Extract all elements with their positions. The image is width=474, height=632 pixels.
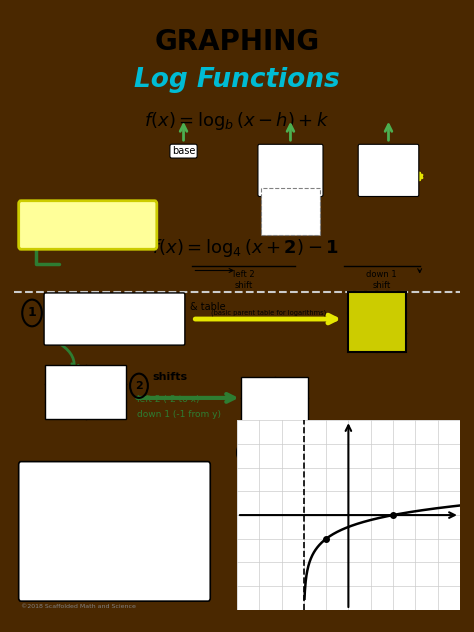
- Text: -1: -1: [253, 403, 264, 413]
- Text: X: X: [358, 295, 368, 307]
- Text: Y: Y: [288, 382, 296, 392]
- Text: $f(x) = \log_4(x)$: $f(x) = \log_4(x)$: [73, 310, 155, 327]
- Text: plot &
sketch: plot & sketch: [259, 480, 300, 501]
- Text: logs have vertical asymptotes: logs have vertical asymptotes: [26, 532, 203, 542]
- Text: remindersṛṛ...: remindersṛṛ...: [32, 468, 128, 482]
- Text: x shifts opposite: x shifts opposite: [65, 501, 164, 511]
- FancyBboxPatch shape: [348, 292, 406, 353]
- Text: vertical: vertical: [276, 204, 305, 213]
- Text: (drop shifts for now): (drop shifts for now): [75, 327, 154, 336]
- Text: 2: 2: [135, 380, 143, 391]
- Text: shift: shift: [282, 161, 299, 170]
- Text: & table: & table: [190, 302, 226, 312]
- Text: shift: shift: [380, 161, 397, 170]
- Text: horizontal: horizontal: [271, 146, 310, 155]
- Text: X: X: [61, 369, 70, 379]
- Text: x = -h: x = -h: [279, 188, 302, 198]
- Text: GRAPHING: GRAPHING: [155, 28, 319, 56]
- Text: $f(x) = \log_4(x + \mathbf{2}) - \mathbf{1}$: $f(x) = \log_4(x + \mathbf{2}) - \mathbf…: [153, 237, 339, 259]
- FancyBboxPatch shape: [358, 144, 419, 197]
- Text: left 2: left 2: [233, 270, 255, 279]
- Text: Y: Y: [387, 295, 396, 307]
- Text: (ex: y = log₅(x − 7) shifts right 7): (ex: y = log₅(x − 7) shifts right 7): [44, 516, 185, 525]
- Text: (basic parent table for logarithms): (basic parent table for logarithms): [210, 310, 326, 316]
- Text: 4: 4: [62, 405, 69, 415]
- Text: 2: 2: [255, 423, 262, 433]
- Text: vertical: vertical: [374, 146, 403, 155]
- FancyBboxPatch shape: [18, 201, 157, 249]
- Text: X: X: [254, 382, 263, 392]
- Text: asymptote: asymptote: [270, 219, 311, 228]
- Text: 0: 0: [387, 317, 396, 330]
- Text: 0: 0: [102, 388, 109, 398]
- Text: 1: 1: [102, 405, 109, 415]
- Text: parent function: parent function: [77, 298, 152, 308]
- Text: example:: example:: [52, 214, 123, 229]
- Text: 3: 3: [242, 447, 250, 458]
- Text: 1: 1: [27, 307, 36, 319]
- Text: shift: shift: [235, 281, 253, 290]
- Text: Log Functions: Log Functions: [134, 67, 340, 94]
- Text: 1: 1: [62, 388, 69, 398]
- Text: shift: shift: [373, 281, 391, 290]
- Text: 0: 0: [288, 423, 295, 433]
- Text: left 2 (-2 to x): left 2 (-2 to x): [137, 395, 199, 404]
- Text: ©2018 Scaffolded Math and Science: ©2018 Scaffolded Math and Science: [21, 604, 136, 609]
- FancyBboxPatch shape: [258, 144, 323, 197]
- FancyBboxPatch shape: [46, 365, 126, 419]
- Text: 1: 1: [358, 317, 367, 330]
- Text: Y: Y: [101, 369, 109, 379]
- FancyBboxPatch shape: [241, 377, 308, 437]
- Text: base: base: [172, 146, 195, 156]
- FancyBboxPatch shape: [44, 293, 185, 345]
- Text: shifts: shifts: [152, 372, 188, 382]
- Text: -1: -1: [286, 403, 297, 413]
- FancyBboxPatch shape: [18, 461, 210, 601]
- Text: down 1: down 1: [366, 270, 397, 279]
- Text: down 1 (-1 from y): down 1 (-1 from y): [137, 410, 221, 419]
- Text: $f(x) = \log_b(x - h) + k$: $f(x) = \log_b(x - h) + k$: [144, 110, 330, 131]
- Text: b: b: [358, 337, 367, 349]
- FancyBboxPatch shape: [261, 188, 320, 234]
- Text: 1: 1: [387, 337, 396, 349]
